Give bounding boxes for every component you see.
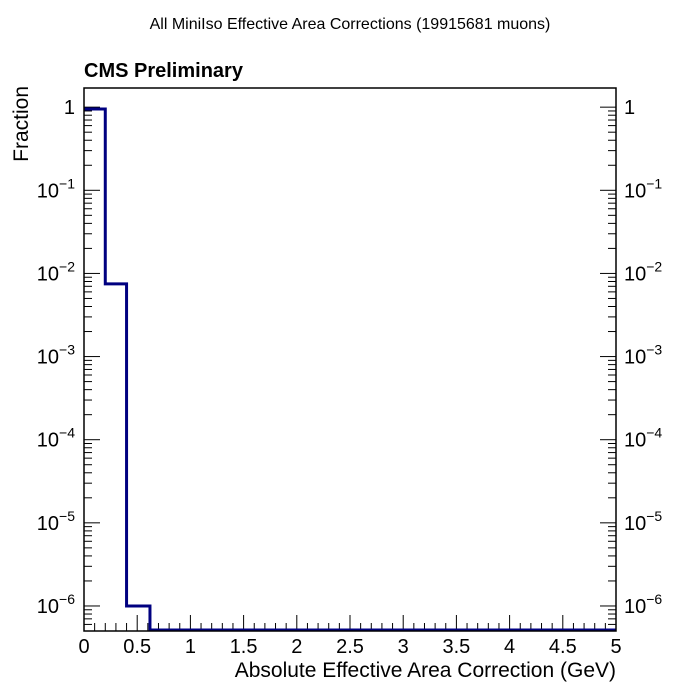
chart-title: All MiniIso Effective Area Corrections (…: [150, 16, 551, 33]
x-tick-label: 2.5: [336, 636, 364, 658]
y-tick-label-right: 10−2: [624, 258, 662, 285]
y-tick-label-right: 10−5: [624, 508, 662, 535]
y-tick-labels: 1 1 10−1 10−1 10−2 10−2 10−3 10−3 10−4 10−4 10−5 10…: [37, 97, 663, 618]
x-tick-label: 2: [291, 636, 302, 658]
y-axis-label: Fraction: [10, 86, 33, 162]
cms-label: CMS Preliminary: [84, 60, 244, 82]
x-tick-label: 4.5: [549, 636, 577, 658]
y-tick-label-left: 10−3: [37, 342, 75, 369]
x-axis-label: Absolute Effective Area Correction (GeV): [235, 659, 616, 682]
y-tick-label-left: 10−2: [37, 258, 75, 285]
plot-frame: [83, 87, 617, 632]
y-tick-label-left: 10−5: [37, 508, 75, 535]
x-tick-label: 0.5: [123, 636, 151, 658]
y-tick-label-left: 10−6: [37, 591, 75, 618]
x-tick-label: 3.5: [442, 636, 470, 658]
x-tick-label: 5: [610, 636, 621, 658]
x-tick-label: 1: [185, 636, 196, 658]
y-tick-label-left: 10−4: [37, 425, 75, 452]
y-tick-label-right: 10−4: [624, 425, 662, 452]
y-tick-label-left: 1: [64, 97, 75, 119]
x-tick-labels: 0 0.5 1 1.5 2 2.5 3 3.5 4 4.5 5: [78, 636, 621, 658]
histogram-line: [84, 107, 616, 632]
x-tick-label: 3: [398, 636, 409, 658]
y-tick-label-left: 10−1: [37, 175, 75, 202]
x-tick-label: 0: [78, 636, 89, 658]
y-tick-label-right: 10−6: [624, 591, 662, 618]
y-tick-label-right: 10−3: [624, 342, 662, 369]
x-tick-label: 1.5: [230, 636, 258, 658]
y-tick-label-right: 1: [624, 97, 635, 119]
y-tick-label-right: 10−1: [624, 175, 662, 202]
x-tick-label: 4: [504, 636, 515, 658]
axis-ticks: [83, 106, 617, 632]
